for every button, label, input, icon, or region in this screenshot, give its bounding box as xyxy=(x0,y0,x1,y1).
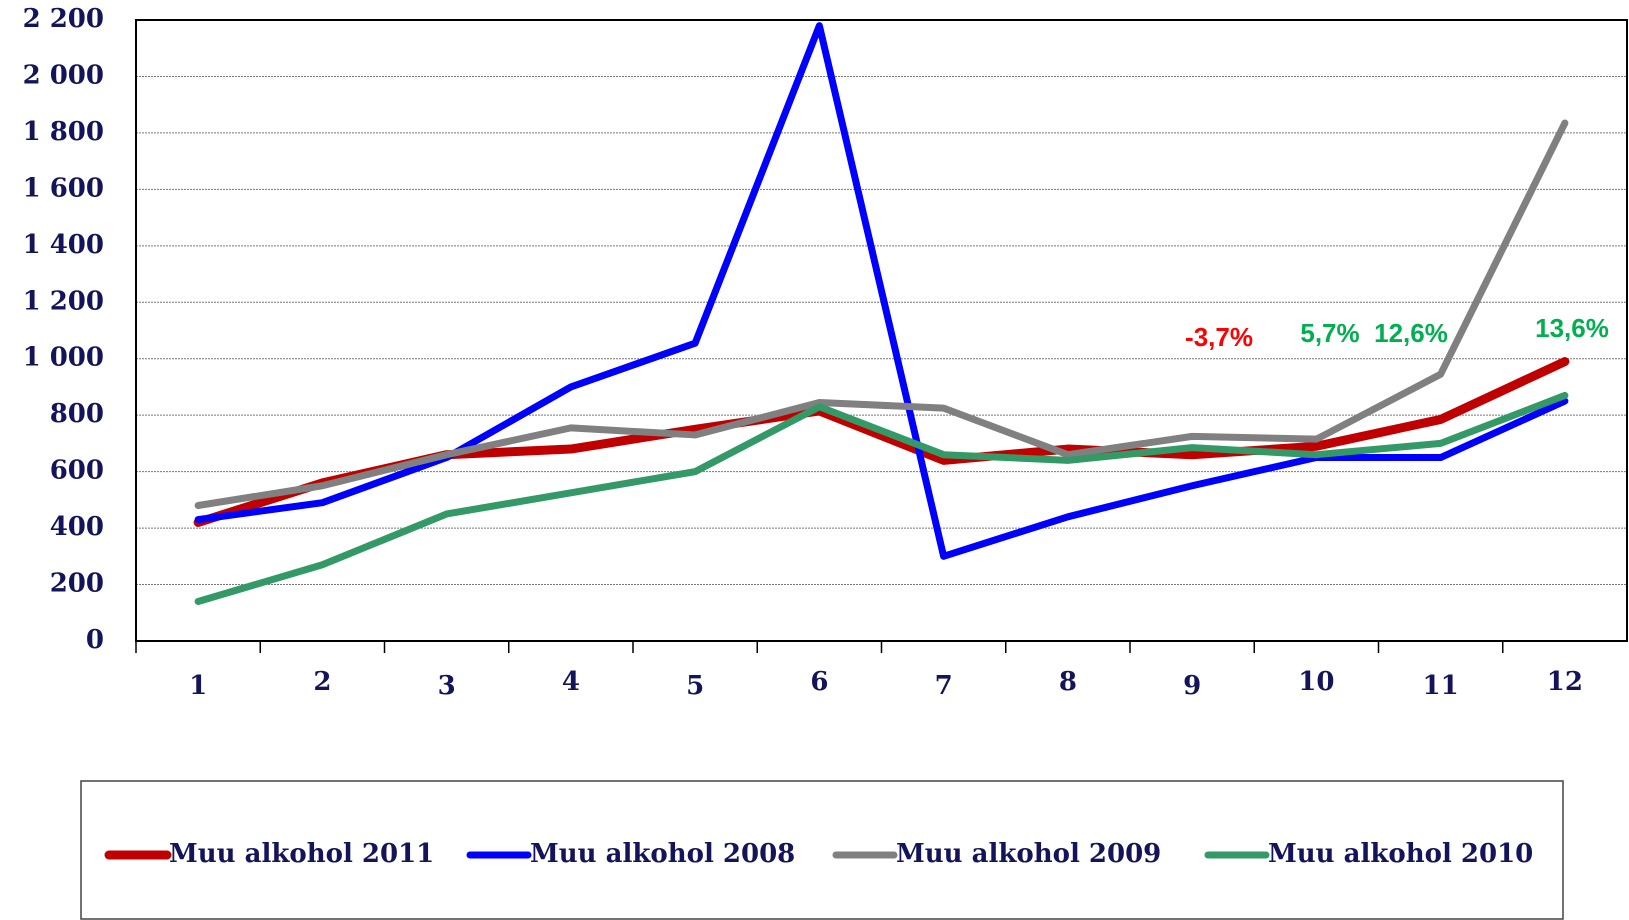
legend-box xyxy=(80,780,1564,920)
x-tick-label: 6 xyxy=(810,667,828,697)
x-tick-label: 1 xyxy=(189,671,207,701)
y-tick-label: 1 000 xyxy=(23,343,104,373)
series-line xyxy=(193,357,1570,527)
y-tick-label: 1 800 xyxy=(23,117,104,147)
y-tick-label: 200 xyxy=(50,569,104,599)
x-tick-label: 8 xyxy=(1059,667,1077,697)
y-tick-label: 2 000 xyxy=(23,60,104,90)
series-line xyxy=(194,391,1569,605)
y-tick-label: 0 xyxy=(86,625,104,655)
x-tick-label: 3 xyxy=(438,671,456,701)
x-tick-label: 9 xyxy=(1183,671,1201,701)
series-line xyxy=(194,22,1569,560)
x-tick-label: 10 xyxy=(1298,667,1334,697)
x-tick-label: 4 xyxy=(562,667,580,697)
annotation: 12,6% xyxy=(1374,318,1448,348)
legend-label: Muu alkohol 2009 xyxy=(896,839,1161,869)
legend-label: Muu alkohol 2010 xyxy=(1268,839,1533,869)
y-tick-label: 1 600 xyxy=(23,173,104,203)
y-tick-label: 1 400 xyxy=(23,230,104,260)
annotation: -3,7% xyxy=(1185,322,1253,352)
x-tick-label: 12 xyxy=(1547,667,1583,697)
y-tick-label: 400 xyxy=(50,512,104,542)
x-tick-label: 2 xyxy=(313,667,331,697)
legend-label: Muu alkohol 2008 xyxy=(530,839,795,869)
y-tick-label: 2 200 xyxy=(23,4,104,34)
legend-label: Muu alkohol 2011 xyxy=(169,839,434,869)
y-tick-label: 600 xyxy=(50,456,104,486)
x-tick-label: 7 xyxy=(935,671,953,701)
annotation: 5,7% xyxy=(1300,318,1359,348)
y-tick-label: 1 200 xyxy=(23,286,104,316)
y-tick-label: 800 xyxy=(50,399,104,429)
series-line xyxy=(194,119,1569,510)
x-tick-label: 11 xyxy=(1423,671,1459,701)
x-tick-label: 5 xyxy=(686,671,704,701)
annotation: 13,6% xyxy=(1535,313,1609,343)
